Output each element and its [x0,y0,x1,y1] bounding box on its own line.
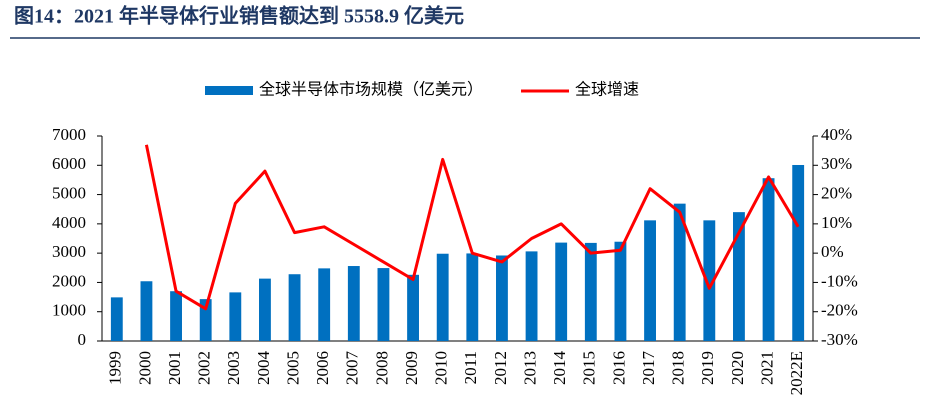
x-tick-label: 2007 [343,351,362,386]
bar [614,241,627,341]
y2-tick-label: -20% [821,301,858,320]
bar [377,268,390,341]
x-tick-label: 2015 [580,351,599,385]
y-tick-label: 2000 [52,271,86,290]
bar [199,299,212,341]
x-tick-label: 2003 [224,351,243,385]
x-tick-label: 2011 [461,351,480,384]
bar [703,220,716,341]
bar [762,178,775,341]
line [144,144,800,311]
x-tick-label: 2016 [609,351,628,385]
bar [288,274,301,341]
x-tick-label: 2008 [372,351,391,385]
y-tick-label: 7000 [52,125,86,144]
bar [733,212,745,341]
x-tick-label: 2018 [669,351,688,385]
bar [673,203,686,341]
legend-swatch [205,86,253,95]
x-tick-label: 2017 [639,351,658,386]
x-tick-label: 2006 [313,351,332,385]
bar [584,242,597,341]
bar [140,281,153,341]
x-tick-label: 2022E [787,351,806,395]
x-tick-label: 2001 [165,351,184,385]
x-tick-label: 2021 [757,351,776,385]
bar [436,253,449,341]
x-tick-label: 2019 [698,351,717,385]
y-tick-label: 6000 [52,154,86,173]
bar [229,292,242,341]
y2-tick-label: -10% [821,271,858,290]
legend-label: 全球增速 [575,81,639,99]
y2-tick-label: 20% [821,183,852,202]
bar [259,278,271,341]
y-tick-label: 0 [78,330,87,349]
y-tick-label: 4000 [52,213,86,232]
y2-tick-label: 40% [821,125,852,144]
x-tick-label: 2012 [491,351,510,385]
x-tick-label: 1999 [106,351,125,385]
bar [318,268,331,341]
x-tick-label: 2020 [728,351,747,385]
bar [792,164,805,341]
bar [496,255,508,341]
y-tick-label: 3000 [52,242,86,261]
y2-tick-label: -30% [821,330,858,349]
bar [466,253,479,341]
bar [170,291,182,341]
bar [555,242,568,341]
x-tick-label: 2002 [195,351,214,385]
x-tick-label: 2005 [283,351,302,385]
y-tick-label: 1000 [52,301,86,320]
bar [525,251,538,341]
y2-tick-label: 10% [821,213,852,232]
bar [347,266,360,341]
y2-tick-label: 30% [821,154,852,173]
bar [110,297,123,341]
legend-label: 全球半导体市场规模（亿美元） [259,81,483,99]
x-tick-label: 2010 [432,351,451,385]
x-tick-label: 2000 [135,351,154,385]
x-tick-label: 2013 [520,351,539,385]
y2-tick-label: 0% [821,242,844,261]
bar [644,220,656,341]
y-tick-label: 5000 [52,183,86,202]
chart-title: 图14：2021 年半导体行业销售额达到 5558.9 亿美元 [14,4,464,28]
x-tick-label: 2009 [402,351,421,385]
x-tick-label: 2014 [550,351,569,386]
x-tick-label: 2004 [254,351,273,386]
bar [407,274,419,341]
